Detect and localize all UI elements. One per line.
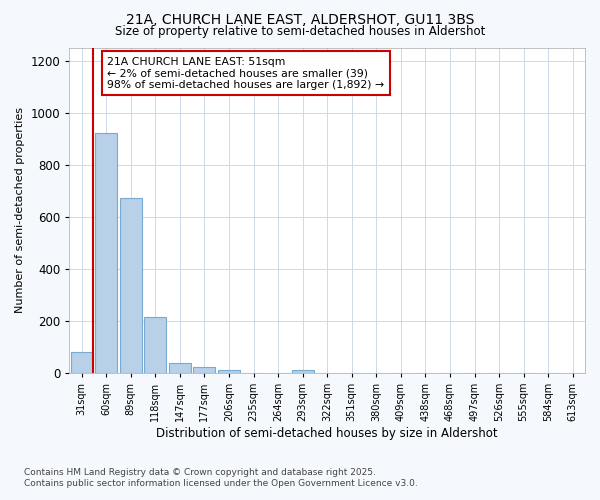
Bar bbox=[292, 370, 314, 373]
Bar bbox=[144, 317, 166, 373]
X-axis label: Distribution of semi-detached houses by size in Aldershot: Distribution of semi-detached houses by … bbox=[157, 427, 498, 440]
Bar bbox=[193, 367, 215, 373]
Text: 21A, CHURCH LANE EAST, ALDERSHOT, GU11 3BS: 21A, CHURCH LANE EAST, ALDERSHOT, GU11 3… bbox=[126, 12, 474, 26]
Bar bbox=[169, 362, 191, 373]
Bar bbox=[95, 134, 117, 373]
Bar bbox=[218, 370, 240, 373]
Bar bbox=[71, 352, 92, 373]
Y-axis label: Number of semi-detached properties: Number of semi-detached properties bbox=[15, 107, 25, 313]
Text: Size of property relative to semi-detached houses in Aldershot: Size of property relative to semi-detach… bbox=[115, 25, 485, 38]
Text: 21A CHURCH LANE EAST: 51sqm
← 2% of semi-detached houses are smaller (39)
98% of: 21A CHURCH LANE EAST: 51sqm ← 2% of semi… bbox=[107, 56, 385, 90]
Text: Contains HM Land Registry data © Crown copyright and database right 2025.
Contai: Contains HM Land Registry data © Crown c… bbox=[24, 468, 418, 487]
Bar bbox=[119, 198, 142, 373]
